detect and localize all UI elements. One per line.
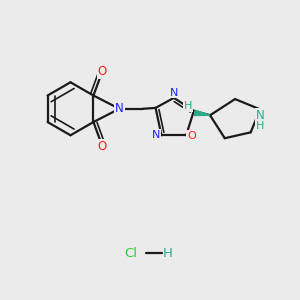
Polygon shape bbox=[194, 110, 210, 116]
Text: O: O bbox=[98, 65, 107, 78]
Text: O: O bbox=[187, 131, 196, 141]
Text: O: O bbox=[98, 140, 107, 153]
Text: N: N bbox=[169, 88, 178, 98]
Text: N: N bbox=[115, 102, 124, 115]
Text: H: H bbox=[256, 121, 264, 130]
Text: Cl: Cl bbox=[124, 247, 137, 260]
Text: H: H bbox=[163, 247, 172, 260]
Text: N: N bbox=[152, 130, 160, 140]
Text: N: N bbox=[256, 109, 265, 122]
Text: H: H bbox=[184, 101, 192, 111]
